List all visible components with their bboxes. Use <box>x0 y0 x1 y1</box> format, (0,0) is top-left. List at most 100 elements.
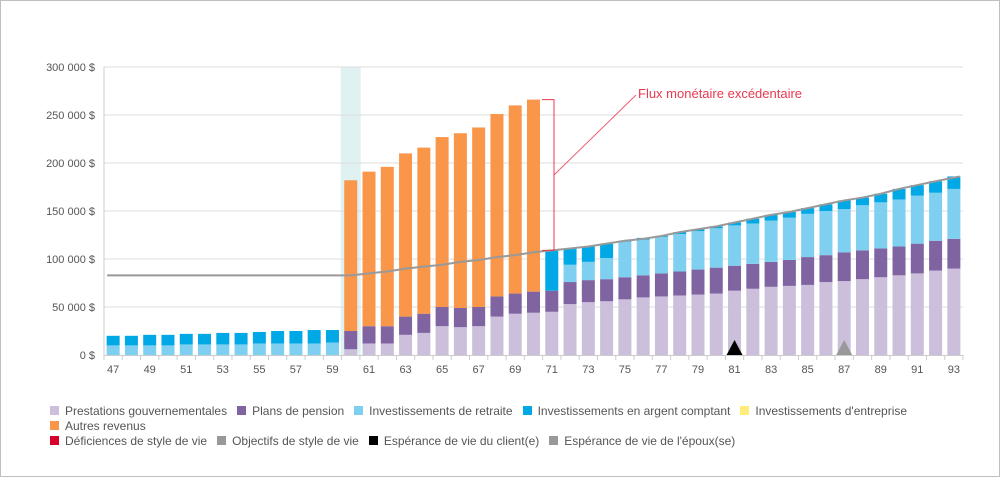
bar-segment <box>289 343 303 355</box>
bar-segment <box>161 345 175 355</box>
bar-segment <box>709 293 723 355</box>
bar-segment <box>947 238 961 269</box>
bar-segment <box>874 248 888 278</box>
y-tick-label: 250 000 $ <box>46 110 95 122</box>
bar-segment <box>453 133 467 308</box>
bar-segment <box>179 344 193 355</box>
bar-segment <box>910 185 924 196</box>
bar-segment <box>527 312 540 355</box>
legend-swatch <box>368 436 378 445</box>
bar-segment <box>691 294 705 355</box>
legend-item[interactable]: Investissements d'entreprise <box>740 404 907 419</box>
bar-segment <box>728 265 742 291</box>
bar-segment <box>581 261 595 281</box>
bar-segment <box>636 297 650 355</box>
legend-label: Prestations gouvernementales <box>65 404 228 418</box>
legend-item[interactable]: Déficiences de style de vie <box>50 434 207 449</box>
bar-segment <box>892 246 906 276</box>
bar-segment <box>618 277 632 300</box>
bar-segment <box>764 286 778 355</box>
legend-item[interactable]: Investissements en argent comptant <box>522 404 731 419</box>
bar-segment <box>874 193 888 203</box>
bar-segment <box>490 114 504 297</box>
bar-segment <box>252 343 266 355</box>
bar-segment <box>618 299 632 355</box>
bar-segment <box>819 255 833 283</box>
legend-label: Espérance de vie de l'époux(se) <box>564 434 736 448</box>
bar-segment <box>855 205 869 251</box>
legend-item[interactable]: Plans de pension <box>237 404 344 419</box>
bar-segment <box>728 222 742 226</box>
x-tick-label: 77 <box>655 364 667 376</box>
legend-item[interactable]: Espérance de vie du client(e) <box>368 434 539 449</box>
bar-segment <box>855 279 869 355</box>
legend-item[interactable]: Prestations gouvernementales <box>50 404 227 419</box>
bar-segment <box>307 343 321 355</box>
y-tick-label: 50 000 $ <box>52 302 95 314</box>
bar-segment <box>654 236 668 274</box>
bar-segment <box>472 307 486 327</box>
bar-segment <box>910 195 924 244</box>
bar-segment <box>855 197 869 206</box>
bar-segment <box>545 250 559 291</box>
bar-segment <box>161 334 175 346</box>
bar-segment <box>764 214 778 221</box>
x-tick-label: 61 <box>363 364 375 376</box>
bar-segment <box>344 331 358 350</box>
x-tick-label: 89 <box>875 364 887 376</box>
bar-segment <box>600 279 614 302</box>
bar-segment <box>746 223 760 264</box>
x-tick-label: 79 <box>692 364 704 376</box>
bar-segment <box>143 345 157 355</box>
bar-segment <box>837 252 851 282</box>
bar-segment <box>581 246 595 262</box>
bar-segment <box>929 240 943 271</box>
legend-item[interactable]: Autres revenus <box>50 419 146 434</box>
legend-label: Investissements en argent comptant <box>537 404 731 418</box>
x-tick-label: 59 <box>326 364 338 376</box>
bar-segment <box>801 257 815 285</box>
legend-item[interactable]: Objectifs de style de vie <box>217 434 359 449</box>
x-tick-label: 63 <box>399 364 411 376</box>
bar-segment <box>673 234 687 272</box>
bar-segment <box>764 220 778 262</box>
bar-segment <box>490 296 504 317</box>
x-tick-label: 51 <box>180 364 192 376</box>
bar-segment <box>855 250 869 280</box>
bar-segment <box>271 343 285 355</box>
bar-segment <box>216 332 230 345</box>
x-tick-label: 71 <box>546 364 558 376</box>
bar-segment <box>691 269 705 295</box>
legend-item[interactable]: Investissements de retraite <box>354 404 513 419</box>
legend-label: Autres revenus <box>65 419 146 433</box>
bar-segment <box>673 271 687 296</box>
bar-segment <box>106 345 120 355</box>
x-tick-label: 55 <box>253 364 265 376</box>
bar-segment <box>691 231 705 270</box>
bar-segment <box>801 213 815 258</box>
bar-segment <box>728 225 742 266</box>
bar-segment <box>399 153 413 317</box>
legend-swatch <box>217 436 227 445</box>
bar-segment <box>234 332 248 345</box>
bar-segment <box>947 268 961 355</box>
bar-segment <box>947 188 961 239</box>
x-tick-label: 87 <box>838 364 850 376</box>
y-tick-label: 0 $ <box>80 350 95 362</box>
bar-segment <box>709 228 723 268</box>
bar-segment <box>819 282 833 355</box>
bar-segment <box>216 344 230 355</box>
bar-segment <box>453 307 467 328</box>
x-tick-label: 83 <box>765 364 777 376</box>
legend-label: Plans de pension <box>252 404 345 418</box>
annotation-leader-line <box>553 94 637 176</box>
legend-item[interactable]: Espérance de vie de l'époux(se) <box>549 434 735 449</box>
bar-segment <box>874 202 888 249</box>
x-tick-label: 91 <box>911 364 923 376</box>
legend-swatch <box>237 406 247 415</box>
x-tick-label: 81 <box>728 364 740 376</box>
bar-segment <box>636 275 650 298</box>
legend-label: Investissements de retraite <box>369 404 513 418</box>
bar-segment <box>929 192 943 241</box>
x-tick-label: 57 <box>290 364 302 376</box>
